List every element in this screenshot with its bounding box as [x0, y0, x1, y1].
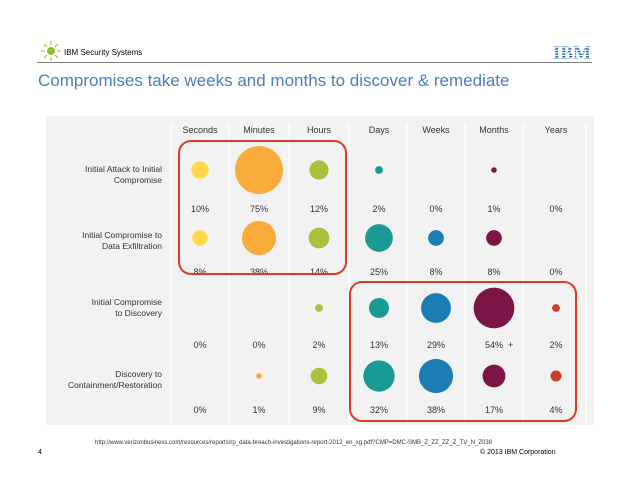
bubble: [308, 227, 330, 249]
row-label: to Discovery: [115, 308, 163, 318]
row-label: Initial Attack to Initial: [85, 164, 162, 174]
percent-label: 2%: [549, 340, 562, 350]
highlight-box-late: [349, 281, 577, 422]
column-header-minutes: Minutes: [243, 125, 275, 135]
percent-label: 54%: [485, 340, 503, 350]
page-title: Compromises take weeks and months to dis…: [38, 71, 510, 90]
percent-label: 0%: [429, 204, 442, 214]
percent-label: 8%: [487, 267, 500, 277]
ibm-security-logo-icon: [41, 41, 61, 61]
bubble: [473, 287, 515, 329]
column-header-years: Years: [545, 125, 568, 135]
source-url: http://www.verizonbusiness.com/resources…: [95, 440, 493, 446]
percent-label: 17%: [485, 405, 503, 415]
bubble: [550, 370, 562, 382]
bubble: [309, 160, 329, 180]
percent-label: 0%: [193, 405, 206, 415]
percent-label: 75%: [250, 204, 268, 214]
column-header-weeks: Weeks: [422, 125, 450, 135]
brand-name: IBM Security Systems: [64, 48, 143, 57]
percent-label: 13%: [370, 340, 388, 350]
bubble: [315, 304, 323, 312]
bubble: [256, 373, 262, 379]
row-label: Initial Compromise to: [82, 230, 162, 240]
row-label: Compromise: [114, 175, 162, 185]
percent-label: 10%: [191, 204, 209, 214]
bubble: [191, 161, 209, 179]
copyright: © 2013 IBM Corporation: [480, 449, 556, 456]
percent-label: 38%: [250, 267, 268, 277]
bubble: [482, 364, 506, 388]
bubble-matrix-chart: Seconds Minutes Hours Days Weeks Months Years I…: [46, 116, 594, 425]
bubble: [235, 146, 283, 194]
percent-label: 29%: [427, 340, 445, 350]
percent-label: 25%: [370, 267, 388, 277]
percent-label: 14%: [310, 267, 328, 277]
bubble: [310, 367, 328, 385]
column-header-days: Days: [369, 125, 390, 135]
row-label: Data Exfiltration: [102, 241, 162, 251]
page-number: 4: [38, 449, 42, 456]
row-label: Containment/Restoration: [68, 380, 162, 390]
row-label: Initial Compromise: [92, 297, 163, 307]
bubble: [552, 304, 560, 312]
percent-label: 0%: [252, 340, 265, 350]
header-divider: [37, 62, 592, 63]
column-header-hours: Hours: [307, 125, 332, 135]
row-label: Discovery to: [115, 369, 162, 379]
annotation-plus: +: [508, 340, 513, 350]
column-header-seconds: Seconds: [182, 125, 218, 135]
percent-label: 1%: [487, 204, 500, 214]
bubble: [421, 293, 451, 323]
bubble: [365, 224, 393, 252]
percent-label: 12%: [310, 204, 328, 214]
bubble: [428, 230, 444, 246]
ibm-logo: IBM: [553, 43, 591, 61]
percent-label: 0%: [193, 340, 206, 350]
bubble: [369, 298, 389, 318]
percent-label: 8%: [193, 267, 206, 277]
bubble: [241, 220, 277, 256]
percent-label: 32%: [370, 405, 388, 415]
percent-label: 2%: [312, 340, 325, 350]
ibm-logo-text: IBM: [553, 43, 591, 61]
bubble: [418, 358, 454, 394]
bubble: [375, 166, 383, 174]
bubble: [192, 230, 208, 246]
column-header-months: Months: [479, 125, 509, 135]
highlight-box-early: [178, 140, 347, 275]
percent-label: 8%: [429, 267, 442, 277]
percent-label: 1%: [252, 405, 265, 415]
bubble: [486, 230, 502, 246]
bubble: [491, 167, 497, 173]
percent-label: 0%: [549, 267, 562, 277]
percent-label: 9%: [312, 405, 325, 415]
percent-label: 38%: [427, 405, 445, 415]
percent-label: 2%: [372, 204, 385, 214]
percent-label: 0%: [549, 204, 562, 214]
bubble: [363, 360, 395, 392]
percent-label: 4%: [549, 405, 562, 415]
